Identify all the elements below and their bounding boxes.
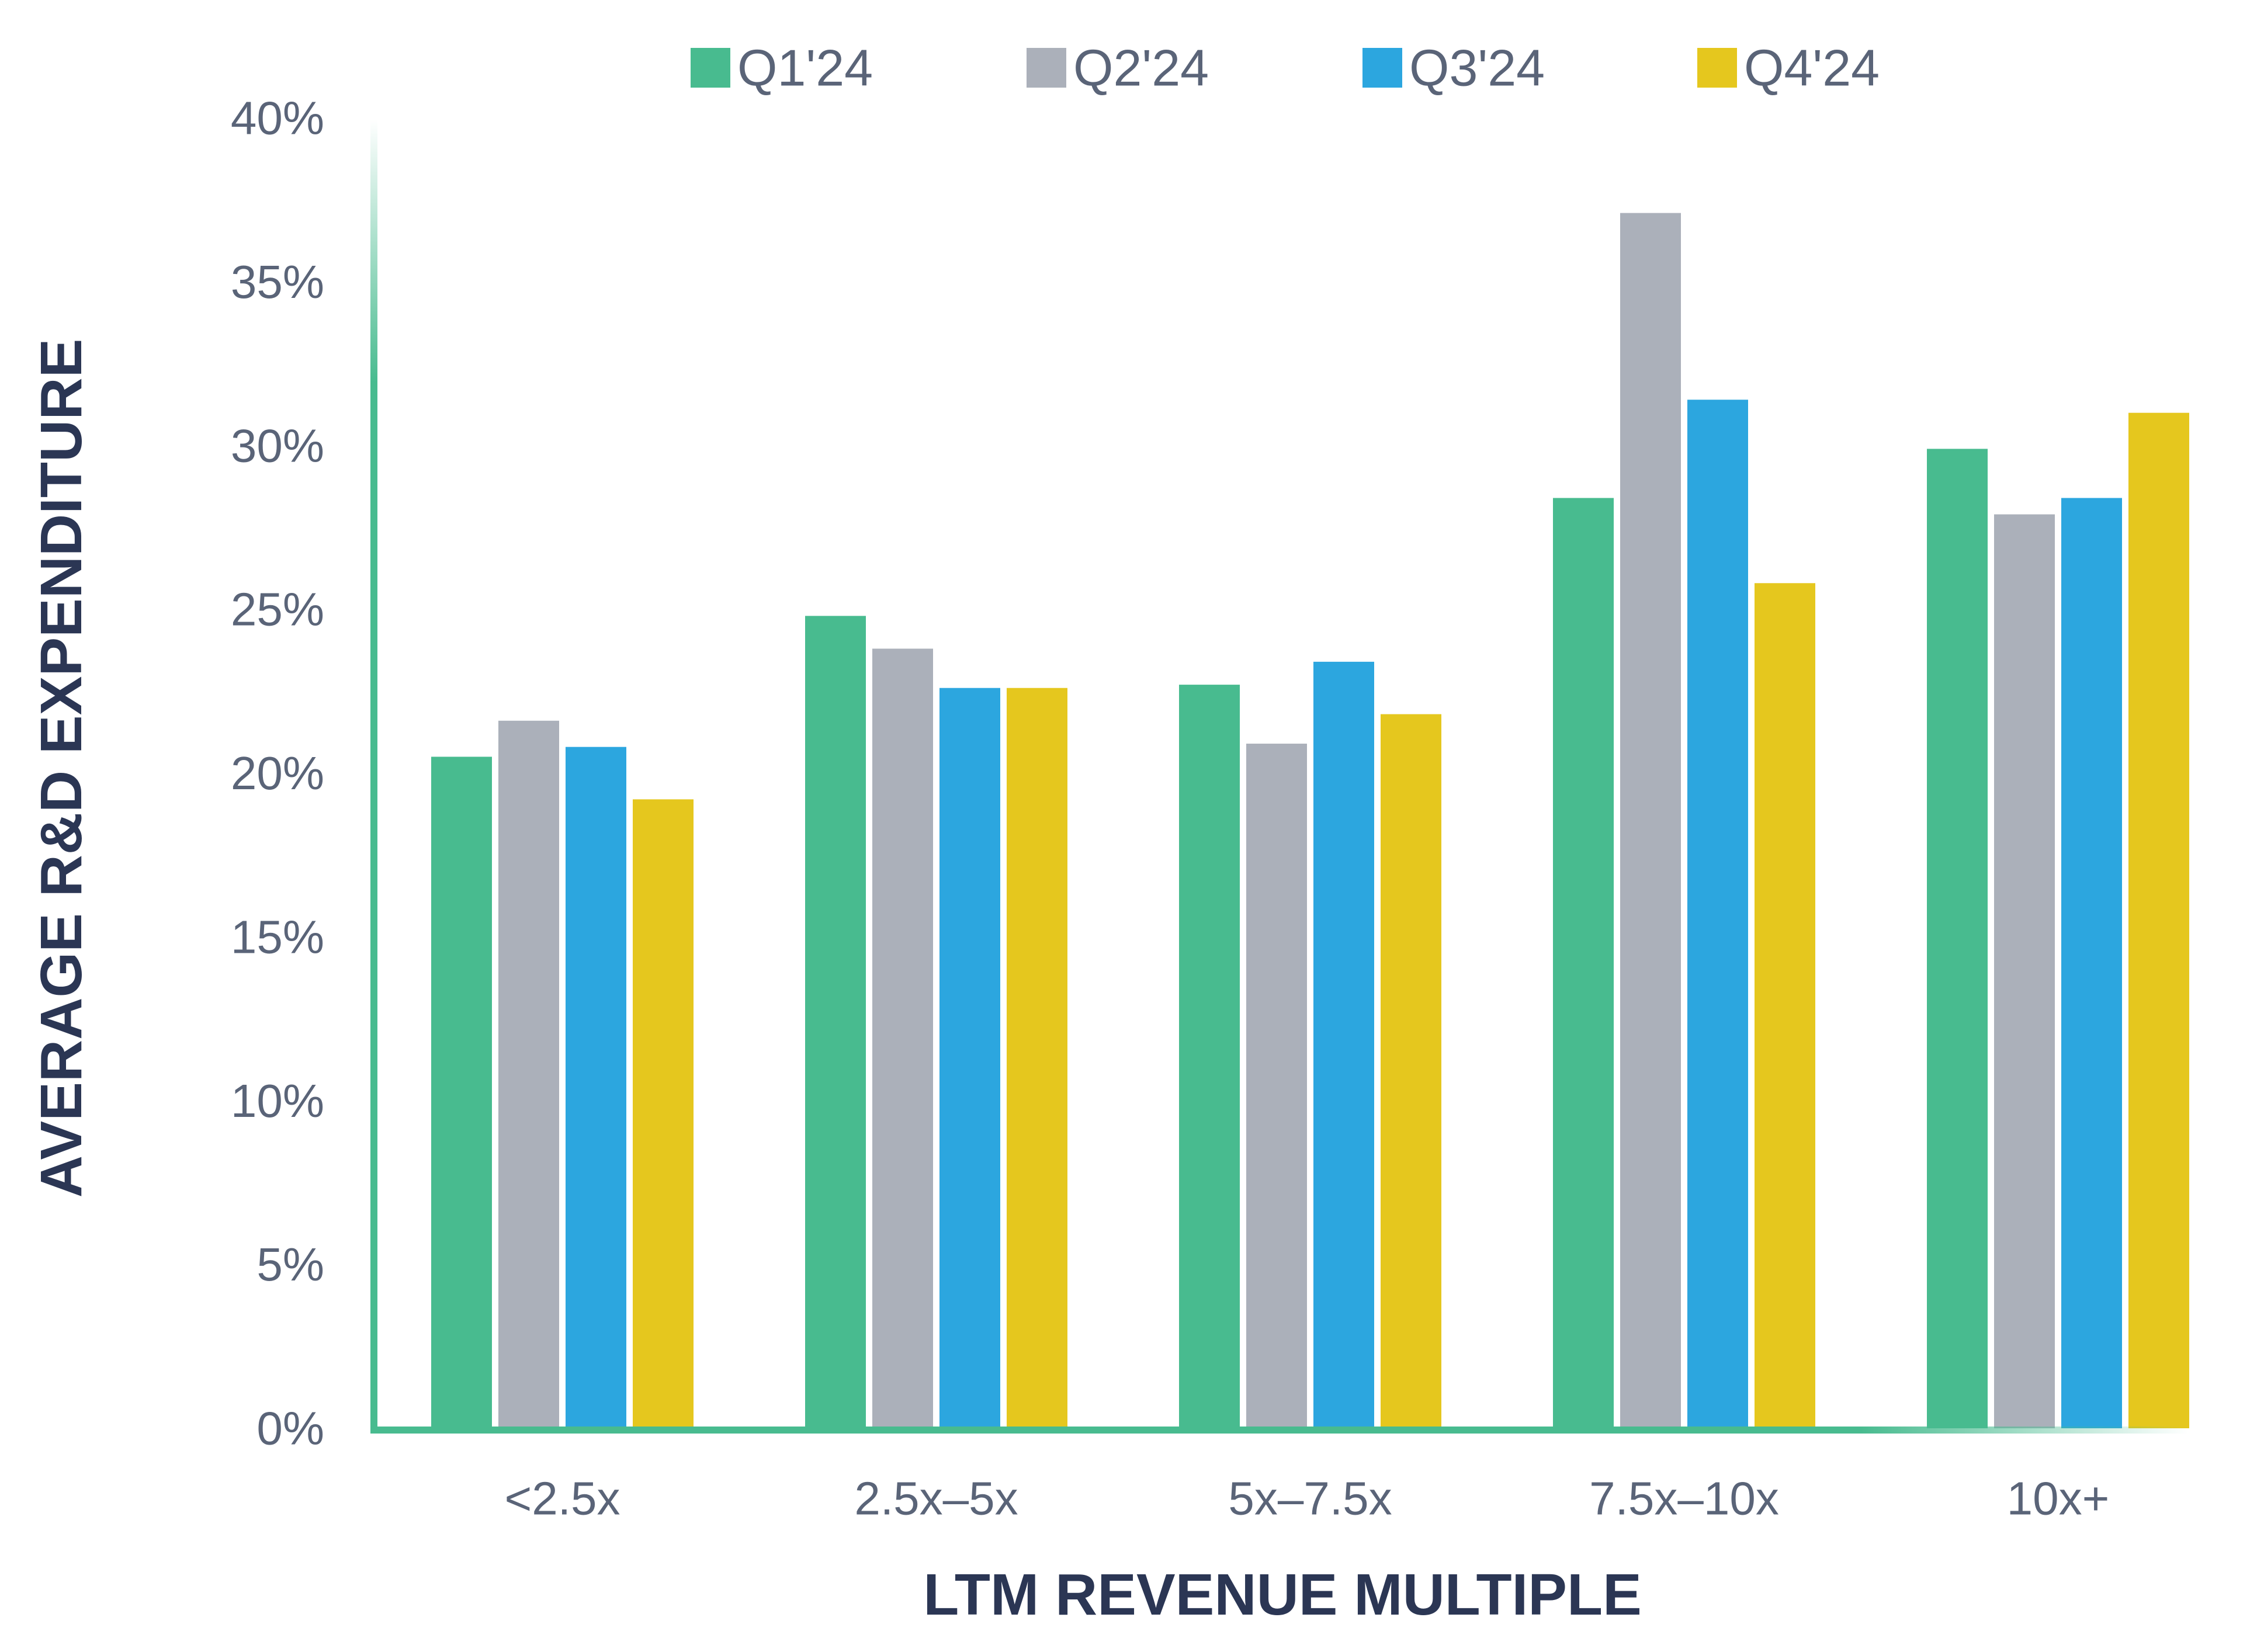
legend: Q1'24 Q2'24 Q3'24 Q4'24 (691, 39, 1880, 97)
bars (431, 213, 2189, 1429)
bar-q2-24-3 (1620, 213, 1681, 1429)
legend-swatch (1697, 48, 1737, 88)
bar-q2-24-1 (872, 648, 933, 1428)
bar-q1-24-2 (1179, 685, 1240, 1428)
bar-q4-24-3 (1755, 583, 1815, 1428)
bar-q2-24-0 (498, 720, 559, 1428)
bar-q1-24-1 (805, 616, 866, 1428)
y-tick-label: 30% (231, 419, 324, 471)
bar-q3-24-2 (1313, 661, 1374, 1428)
x-tick-label: 2.5x–5x (854, 1473, 1018, 1525)
x-tick-label: 5x–7.5x (1228, 1473, 1392, 1525)
bar-q4-24-2 (1381, 714, 1441, 1428)
y-tick-label: 0% (256, 1403, 324, 1455)
y-tick-label: 20% (231, 747, 324, 799)
y-tick-label: 40% (231, 92, 324, 144)
y-axis-line (370, 120, 377, 1433)
bar-q1-24-4 (1927, 449, 1988, 1429)
legend-label: Q2'24 (1073, 39, 1209, 97)
bar-q1-24-0 (431, 756, 492, 1428)
legend-label: Q3'24 (1409, 39, 1545, 97)
bar-q4-24-0 (633, 799, 694, 1428)
y-tick-label: 15% (231, 911, 324, 963)
y-axis-title: AVERAGE R&D EXPENDITURE (29, 339, 94, 1198)
bar-q4-24-4 (2128, 412, 2189, 1428)
legend-label: Q1'24 (737, 39, 873, 97)
y-tick-label: 5% (256, 1238, 324, 1290)
x-tick-label: 7.5x–10x (1589, 1473, 1779, 1525)
x-axis-line (370, 1427, 2188, 1434)
y-tick-label: 25% (231, 584, 324, 636)
bar-q1-24-3 (1553, 498, 1614, 1428)
bar-q4-24-1 (1007, 688, 1067, 1428)
x-axis-title: LTM REVENUE MULTIPLE (923, 1562, 1642, 1627)
bar-q2-24-4 (1994, 514, 2055, 1428)
legend-label: Q4'24 (1744, 39, 1880, 97)
bar-q3-24-0 (566, 747, 626, 1428)
y-axis-ticks: 0% 5% 10% 15% 20% 25% 30% 35% 40% (231, 92, 324, 1455)
y-tick-label: 10% (231, 1075, 324, 1127)
y-tick-label: 35% (231, 256, 324, 308)
x-tick-label: 10x+ (2007, 1473, 2110, 1525)
bar-q3-24-3 (1687, 400, 1748, 1428)
legend-swatch (1027, 48, 1066, 88)
x-tick-label: <2.5x (505, 1473, 620, 1525)
bar-q3-24-1 (939, 688, 1000, 1428)
bar-q3-24-4 (2061, 498, 2122, 1428)
legend-swatch (1362, 48, 1402, 88)
x-axis-ticks: <2.5x 2.5x–5x 5x–7.5x 7.5x–10x 10x+ (505, 1473, 2110, 1525)
legend-swatch (691, 48, 730, 88)
bar-q2-24-2 (1246, 744, 1307, 1428)
